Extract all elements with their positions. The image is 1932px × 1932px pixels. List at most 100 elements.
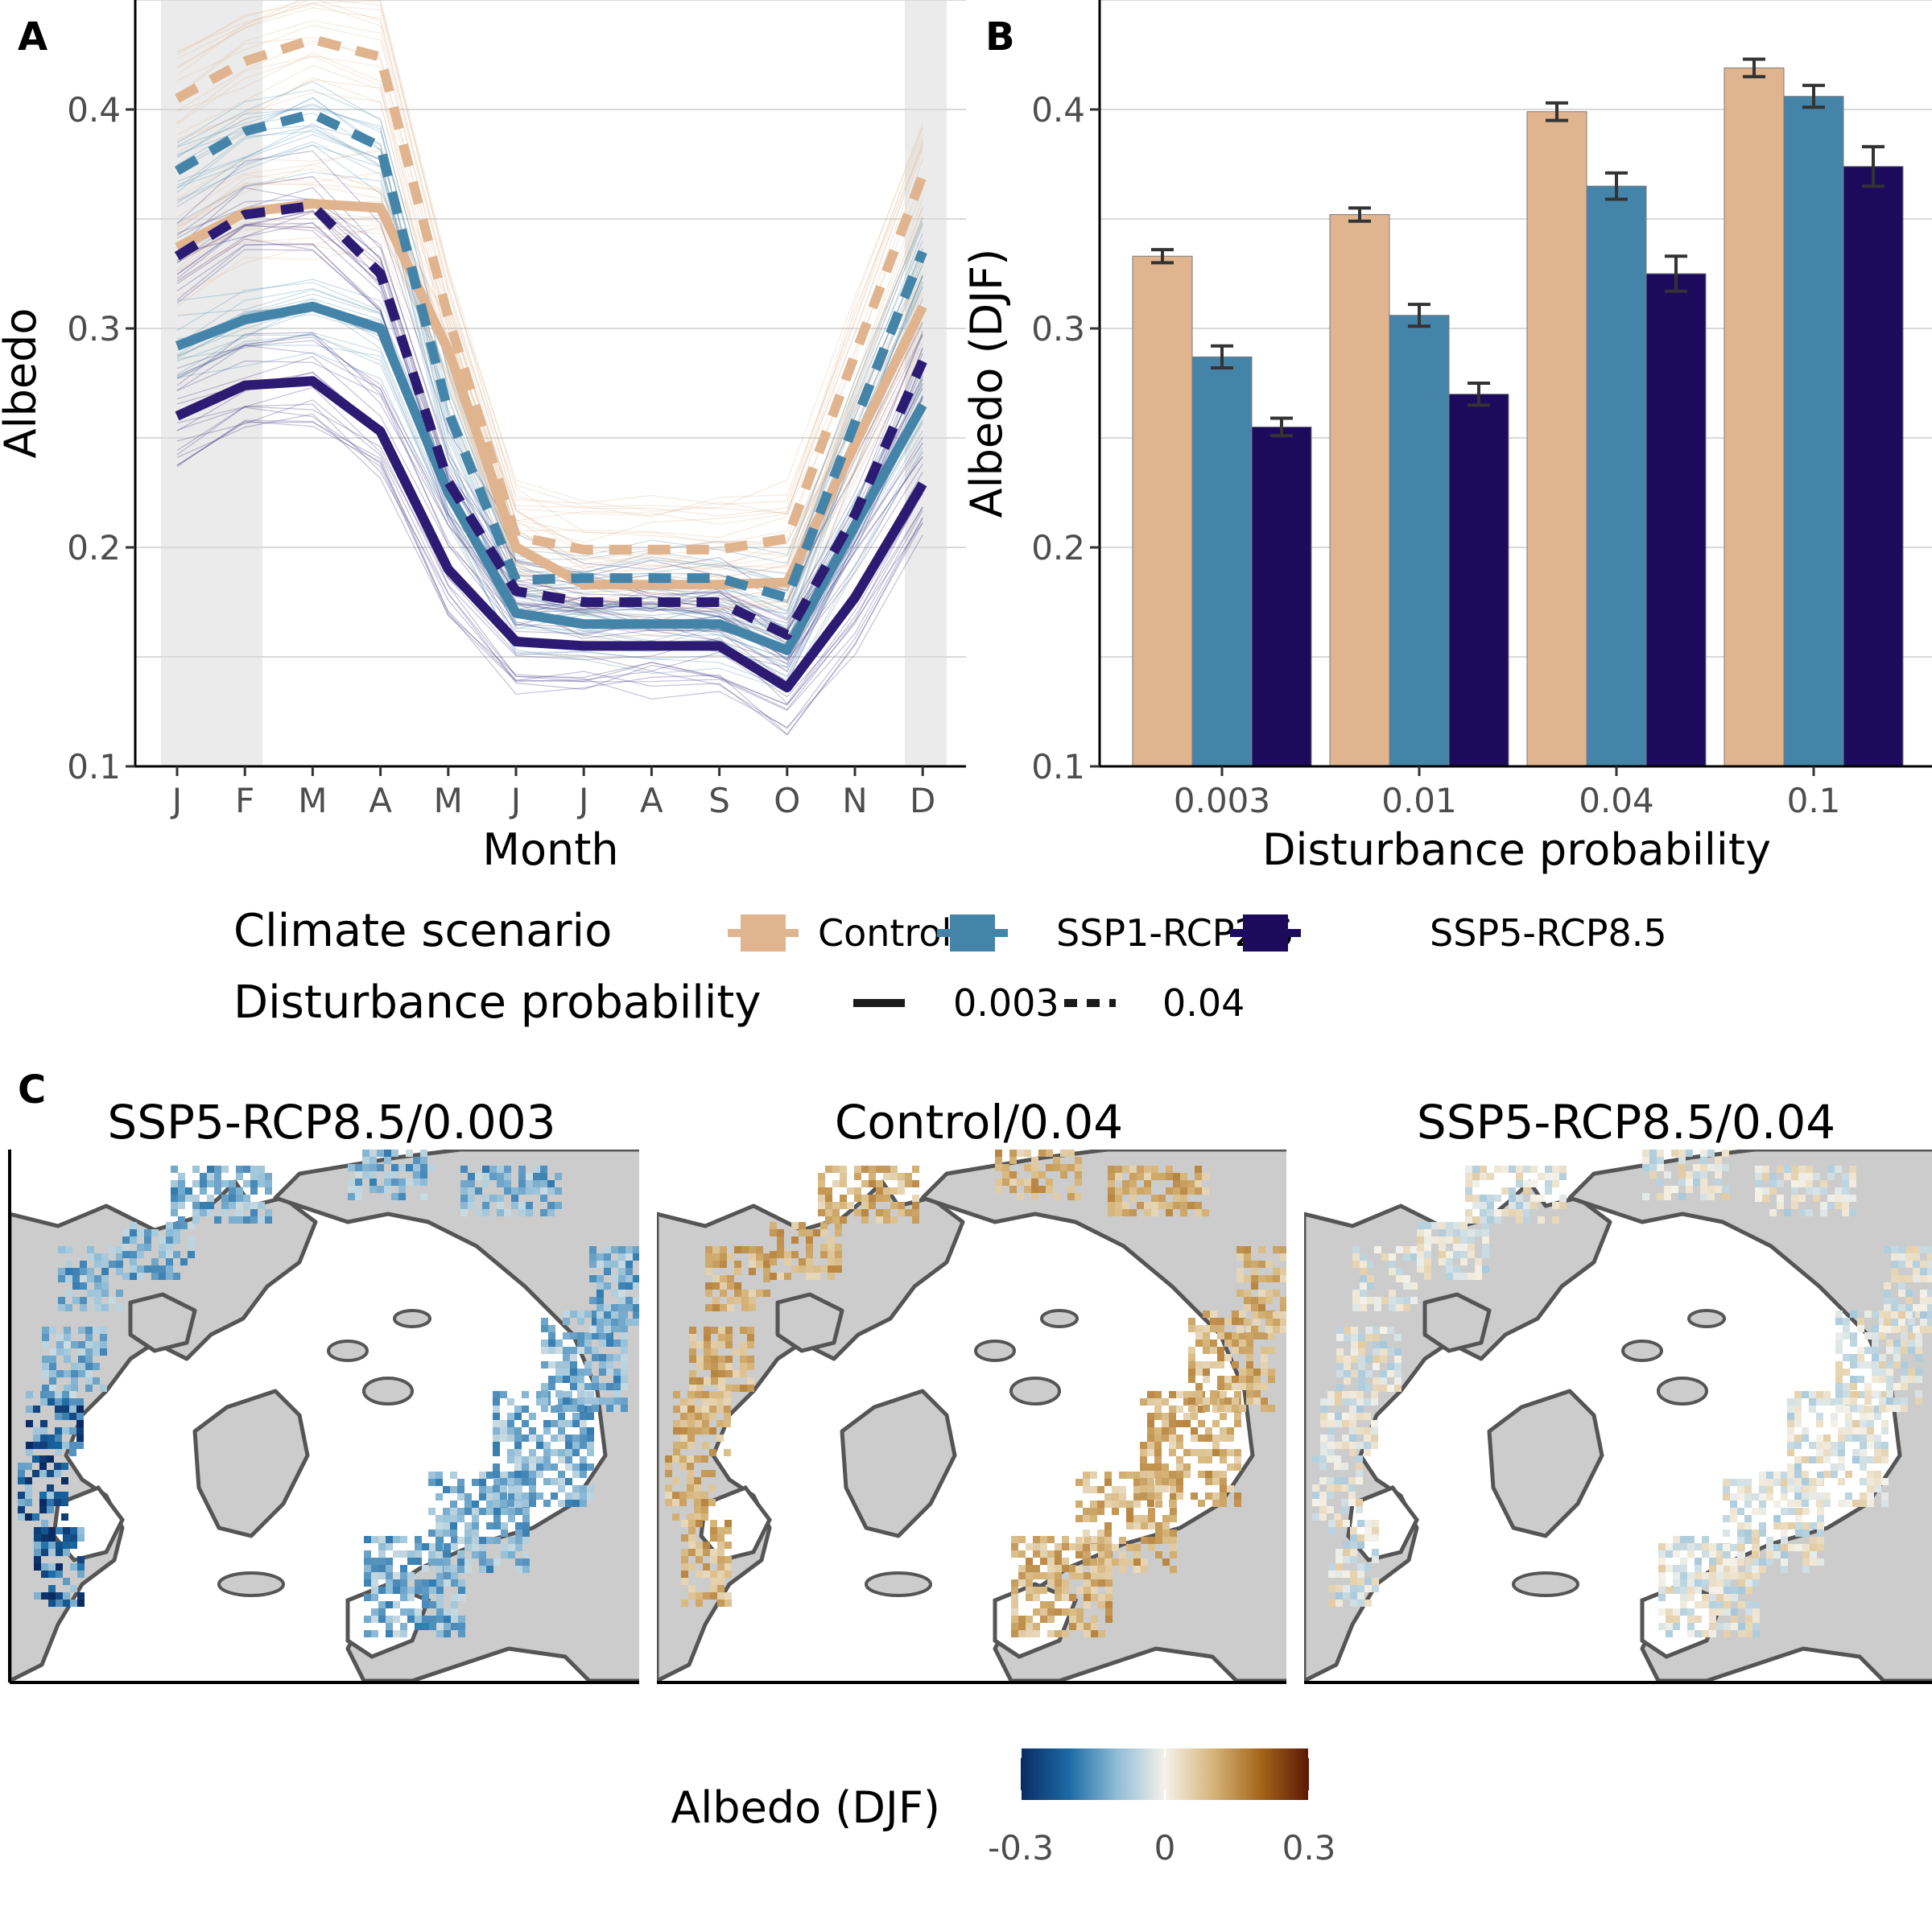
albedo-cell	[507, 1456, 514, 1463]
albedo-cell	[514, 1463, 522, 1471]
albedo-cell	[76, 1398, 84, 1406]
albedo-cell	[1357, 1534, 1364, 1542]
albedo-cell	[229, 1216, 236, 1224]
albedo-cell	[1745, 1601, 1752, 1608]
albedo-cell	[1352, 1290, 1360, 1297]
albedo-cell	[1509, 1209, 1516, 1216]
albedo-cell	[1098, 1601, 1105, 1608]
albedo-cell	[522, 1500, 529, 1507]
albedo-cell	[1658, 1623, 1666, 1630]
albedo-cell	[828, 1265, 835, 1273]
albedo-cell	[1251, 1275, 1258, 1282]
albedo-cell	[1234, 1420, 1241, 1427]
albedo-cell	[1349, 1427, 1356, 1435]
albedo-cell	[672, 1477, 679, 1484]
albedo-cell	[1253, 1318, 1261, 1325]
albedo-cell	[1217, 1347, 1224, 1354]
albedo-cell	[1745, 1558, 1752, 1565]
albedo-cell	[122, 1236, 130, 1244]
albedo-cell	[371, 1579, 378, 1587]
albedo-cell	[572, 1398, 580, 1406]
albedo-cell	[633, 1282, 639, 1290]
albedo-cell	[1707, 1186, 1715, 1193]
albedo-cell	[393, 1630, 400, 1637]
albedo-cell	[681, 1563, 688, 1571]
albedo-cell	[1795, 1515, 1802, 1522]
albedo-cell	[1140, 1485, 1147, 1492]
albedo-cell	[717, 1542, 724, 1549]
albedo-cell	[472, 1530, 479, 1537]
albedo-cell	[1133, 1558, 1141, 1566]
albedo-cell	[1047, 1616, 1055, 1623]
albedo-cell	[1335, 1600, 1343, 1607]
albedo-cell	[705, 1304, 712, 1311]
albedo-cell	[1901, 1361, 1908, 1368]
albedo-cell	[1129, 1187, 1137, 1195]
albedo-cell	[1162, 1537, 1170, 1544]
bar-ssp5-rcp8-5-0.1	[1843, 166, 1904, 766]
albedo-cell	[1356, 1442, 1364, 1449]
albedo-cell	[709, 1427, 716, 1435]
albedo-cell	[48, 1592, 56, 1600]
albedo-cell	[818, 1195, 825, 1202]
albedo-cell	[1755, 1180, 1762, 1187]
albedo-cell	[1154, 1485, 1162, 1492]
albedo-cell	[80, 1282, 87, 1290]
albedo-cell	[806, 1258, 813, 1265]
albedo-cell	[1724, 1623, 1731, 1630]
albedo-cell	[1122, 1166, 1129, 1173]
albedo-cell	[522, 1391, 529, 1398]
albedo-cell	[1119, 1493, 1126, 1501]
albedo-cell	[740, 1385, 747, 1392]
albedo-cell	[1860, 1478, 1867, 1485]
albedo-cell	[1745, 1579, 1752, 1587]
albedo-cell	[1781, 1522, 1788, 1530]
albedo-cell	[1798, 1173, 1806, 1180]
albedo-cell	[1724, 1572, 1731, 1579]
panel-b-x-ticks: 0.003 0.01 0.04 0.1	[1174, 766, 1840, 820]
albedo-cell	[18, 1470, 25, 1477]
albedo-cell	[101, 1282, 109, 1290]
albedo-cell	[1798, 1195, 1806, 1202]
albedo-cell	[1351, 1341, 1358, 1348]
albedo-cell	[364, 1630, 371, 1637]
albedo-cell	[1031, 1164, 1038, 1171]
albedo-cell	[1687, 1608, 1695, 1616]
albedo-cell	[1802, 1544, 1810, 1551]
albedo-cell	[1453, 1265, 1460, 1273]
albedo-cell	[734, 1282, 741, 1290]
albedo-cell	[577, 1332, 584, 1340]
albedo-cell	[1649, 1171, 1657, 1179]
albedo-cell	[371, 1572, 378, 1579]
albedo-cell	[55, 1398, 62, 1406]
albedo-cell	[1744, 1493, 1752, 1501]
albedo-cell	[725, 1327, 733, 1334]
albedo-cell	[1046, 1186, 1053, 1193]
albedo-cell	[840, 1173, 847, 1180]
albedo-cell	[80, 1261, 87, 1268]
albedo-cell	[493, 1449, 500, 1456]
albedo-cell	[1210, 1325, 1217, 1332]
albedo-cell	[1180, 1180, 1187, 1187]
panel-c-letter: C	[18, 1067, 46, 1113]
albedo-cell	[369, 1179, 377, 1186]
albedo-cell	[1872, 1340, 1879, 1347]
error-bar	[1605, 171, 1628, 201]
albedo-cell	[40, 1391, 47, 1398]
albedo-cell	[1723, 1530, 1730, 1537]
albedo-cell	[1220, 1449, 1227, 1456]
albedo-cell	[1280, 1253, 1286, 1261]
albedo-cell	[362, 1171, 369, 1179]
albedo-cell	[34, 1592, 41, 1600]
albedo-cell	[1133, 1472, 1141, 1479]
albedo-cell	[1018, 1565, 1026, 1572]
albedo-cell	[1047, 1558, 1055, 1565]
albedo-cell	[1024, 1179, 1031, 1186]
albedo-cell	[597, 1290, 604, 1297]
albedo-cell	[1860, 1492, 1867, 1500]
albedo-cell	[1905, 1261, 1913, 1268]
albedo-cell	[1183, 1449, 1191, 1456]
albedo-cell	[1232, 1332, 1239, 1340]
albedo-cell	[784, 1251, 791, 1258]
albedo-cell	[1026, 1594, 1033, 1601]
